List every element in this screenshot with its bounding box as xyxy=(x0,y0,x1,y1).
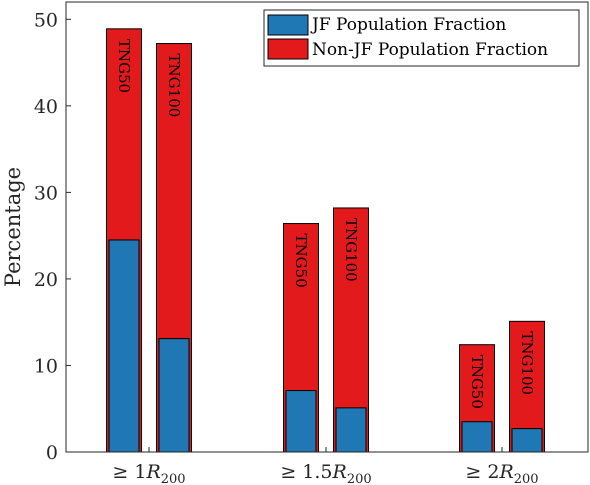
y-tick-label: 50 xyxy=(34,9,58,31)
bar-sim-label: TNG100 xyxy=(165,54,183,118)
y-tick-label: 20 xyxy=(34,269,58,291)
bar-sim-label: TNG50 xyxy=(292,234,310,288)
y-axis-title: Percentage xyxy=(1,167,25,287)
bar-sim-label: TNG100 xyxy=(518,331,536,395)
bar-sim-label: TNG50 xyxy=(468,355,486,409)
legend-swatch-jf xyxy=(267,14,309,36)
legend: JF Population Fraction Non-JF Population… xyxy=(263,9,580,67)
x-tick-label: ≥ 1R200 xyxy=(112,461,185,485)
bar-jf-tng100-1 xyxy=(335,407,367,453)
bar-jf-tng50-1 xyxy=(285,390,317,453)
chart-marks: TNG50 TNG100 TNG50 TNG100 TNG50 TNG100 xyxy=(106,28,545,453)
y-tick-label: 30 xyxy=(34,182,58,204)
y-axis-ticks: 0 10 20 30 40 50 xyxy=(34,9,71,464)
axes-box xyxy=(65,1,589,453)
y-tick-label: 0 xyxy=(46,442,58,464)
legend-label-nonjf: Non-JF Population Fraction xyxy=(312,40,548,60)
y-tick-label: 10 xyxy=(34,355,58,377)
bar-jf-tng50-2 xyxy=(461,421,493,453)
y-tick-label: 40 xyxy=(34,96,58,118)
x-tick-label: ≥ 1.5R200 xyxy=(280,461,371,485)
bar-jf-tng100-2 xyxy=(511,428,543,453)
bar-jf-tng100-0 xyxy=(158,338,190,453)
x-axis-ticks: ≥ 1R200 ≥ 1.5R200 ≥ 2R200 xyxy=(112,447,539,485)
legend-swatch-nonjf xyxy=(267,38,309,60)
x-tick-label: ≥ 2R200 xyxy=(465,461,538,485)
legend-label-jf: JF Population Fraction xyxy=(310,15,506,35)
bar-sim-label: TNG50 xyxy=(115,39,133,93)
bar-jf-tng50-0 xyxy=(108,239,140,453)
bar-sim-label: TNG100 xyxy=(342,218,360,282)
legend-box xyxy=(263,9,580,67)
